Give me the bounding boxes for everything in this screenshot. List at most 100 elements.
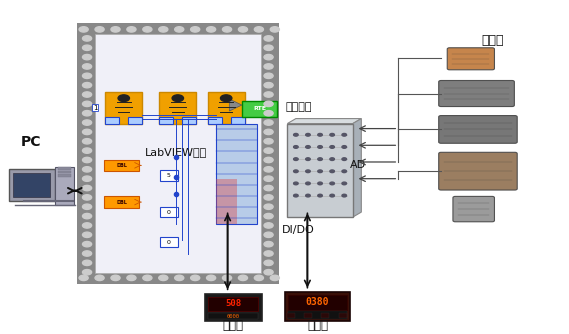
FancyBboxPatch shape (287, 313, 295, 318)
Text: 0: 0 (167, 210, 171, 214)
Text: LabVIEW程序: LabVIEW程序 (145, 147, 208, 157)
FancyBboxPatch shape (13, 173, 50, 197)
FancyBboxPatch shape (160, 207, 178, 217)
FancyBboxPatch shape (447, 48, 494, 70)
Circle shape (264, 195, 273, 200)
Circle shape (318, 170, 322, 173)
Text: RTE: RTE (253, 107, 266, 112)
Circle shape (83, 92, 92, 97)
FancyBboxPatch shape (55, 167, 74, 205)
Circle shape (143, 275, 152, 281)
Circle shape (83, 213, 92, 219)
Circle shape (264, 213, 273, 219)
Circle shape (220, 95, 232, 102)
Circle shape (264, 36, 273, 41)
FancyBboxPatch shape (339, 313, 347, 318)
Text: DBL: DBL (116, 200, 127, 204)
Circle shape (342, 170, 347, 173)
Circle shape (127, 275, 136, 281)
Circle shape (83, 232, 92, 237)
FancyBboxPatch shape (104, 160, 139, 171)
Circle shape (264, 54, 273, 60)
Circle shape (83, 111, 92, 116)
FancyBboxPatch shape (182, 117, 196, 124)
Circle shape (83, 101, 92, 107)
FancyBboxPatch shape (216, 124, 257, 224)
Circle shape (254, 27, 263, 32)
Circle shape (294, 134, 298, 136)
Circle shape (294, 170, 298, 173)
Circle shape (83, 251, 92, 256)
FancyBboxPatch shape (242, 101, 277, 117)
FancyBboxPatch shape (208, 297, 258, 311)
Text: AD: AD (350, 160, 366, 170)
FancyBboxPatch shape (208, 313, 258, 319)
Polygon shape (287, 119, 361, 124)
Text: 计数器: 计数器 (307, 319, 328, 332)
FancyBboxPatch shape (216, 201, 237, 213)
Circle shape (318, 182, 322, 185)
Circle shape (264, 270, 273, 275)
Circle shape (306, 134, 310, 136)
Circle shape (83, 195, 92, 200)
Text: 传感器: 传感器 (481, 34, 504, 46)
FancyBboxPatch shape (9, 169, 55, 201)
FancyBboxPatch shape (205, 294, 262, 321)
Circle shape (111, 27, 120, 32)
Text: 频率表: 频率表 (223, 319, 244, 332)
Circle shape (83, 204, 92, 209)
Polygon shape (353, 119, 361, 217)
Text: 数采模块: 数采模块 (286, 102, 312, 112)
FancyBboxPatch shape (321, 313, 329, 318)
Circle shape (264, 241, 273, 247)
Circle shape (306, 146, 310, 148)
Circle shape (95, 27, 104, 32)
Circle shape (222, 275, 232, 281)
Circle shape (264, 129, 273, 135)
FancyBboxPatch shape (288, 311, 347, 319)
FancyBboxPatch shape (284, 292, 350, 321)
Circle shape (270, 275, 279, 281)
FancyBboxPatch shape (208, 92, 245, 124)
Circle shape (264, 185, 273, 191)
Circle shape (83, 36, 92, 41)
Circle shape (83, 270, 92, 275)
Circle shape (270, 27, 279, 32)
Text: 0: 0 (167, 240, 171, 244)
Text: 1: 1 (93, 105, 97, 111)
Text: 5: 5 (167, 173, 171, 178)
FancyBboxPatch shape (58, 171, 71, 173)
Circle shape (264, 64, 273, 69)
Circle shape (318, 146, 322, 148)
Circle shape (264, 157, 273, 163)
Circle shape (222, 27, 232, 32)
Circle shape (175, 275, 184, 281)
Circle shape (330, 182, 335, 185)
FancyBboxPatch shape (216, 213, 237, 224)
Circle shape (264, 148, 273, 153)
Circle shape (264, 204, 273, 209)
Circle shape (83, 139, 92, 144)
Circle shape (318, 134, 322, 136)
Circle shape (83, 45, 92, 50)
FancyBboxPatch shape (208, 117, 222, 124)
Circle shape (83, 185, 92, 191)
Circle shape (264, 92, 273, 97)
FancyBboxPatch shape (216, 179, 237, 190)
Circle shape (83, 120, 92, 125)
Circle shape (83, 82, 92, 88)
Circle shape (83, 73, 92, 78)
Circle shape (330, 194, 335, 197)
FancyBboxPatch shape (439, 116, 517, 143)
Circle shape (95, 275, 104, 281)
FancyBboxPatch shape (105, 92, 142, 124)
FancyBboxPatch shape (128, 117, 142, 124)
Circle shape (264, 45, 273, 50)
Circle shape (318, 158, 322, 160)
FancyBboxPatch shape (159, 117, 174, 124)
Circle shape (83, 241, 92, 247)
Circle shape (127, 27, 136, 32)
Circle shape (191, 27, 200, 32)
FancyBboxPatch shape (288, 295, 347, 310)
Circle shape (159, 275, 168, 281)
